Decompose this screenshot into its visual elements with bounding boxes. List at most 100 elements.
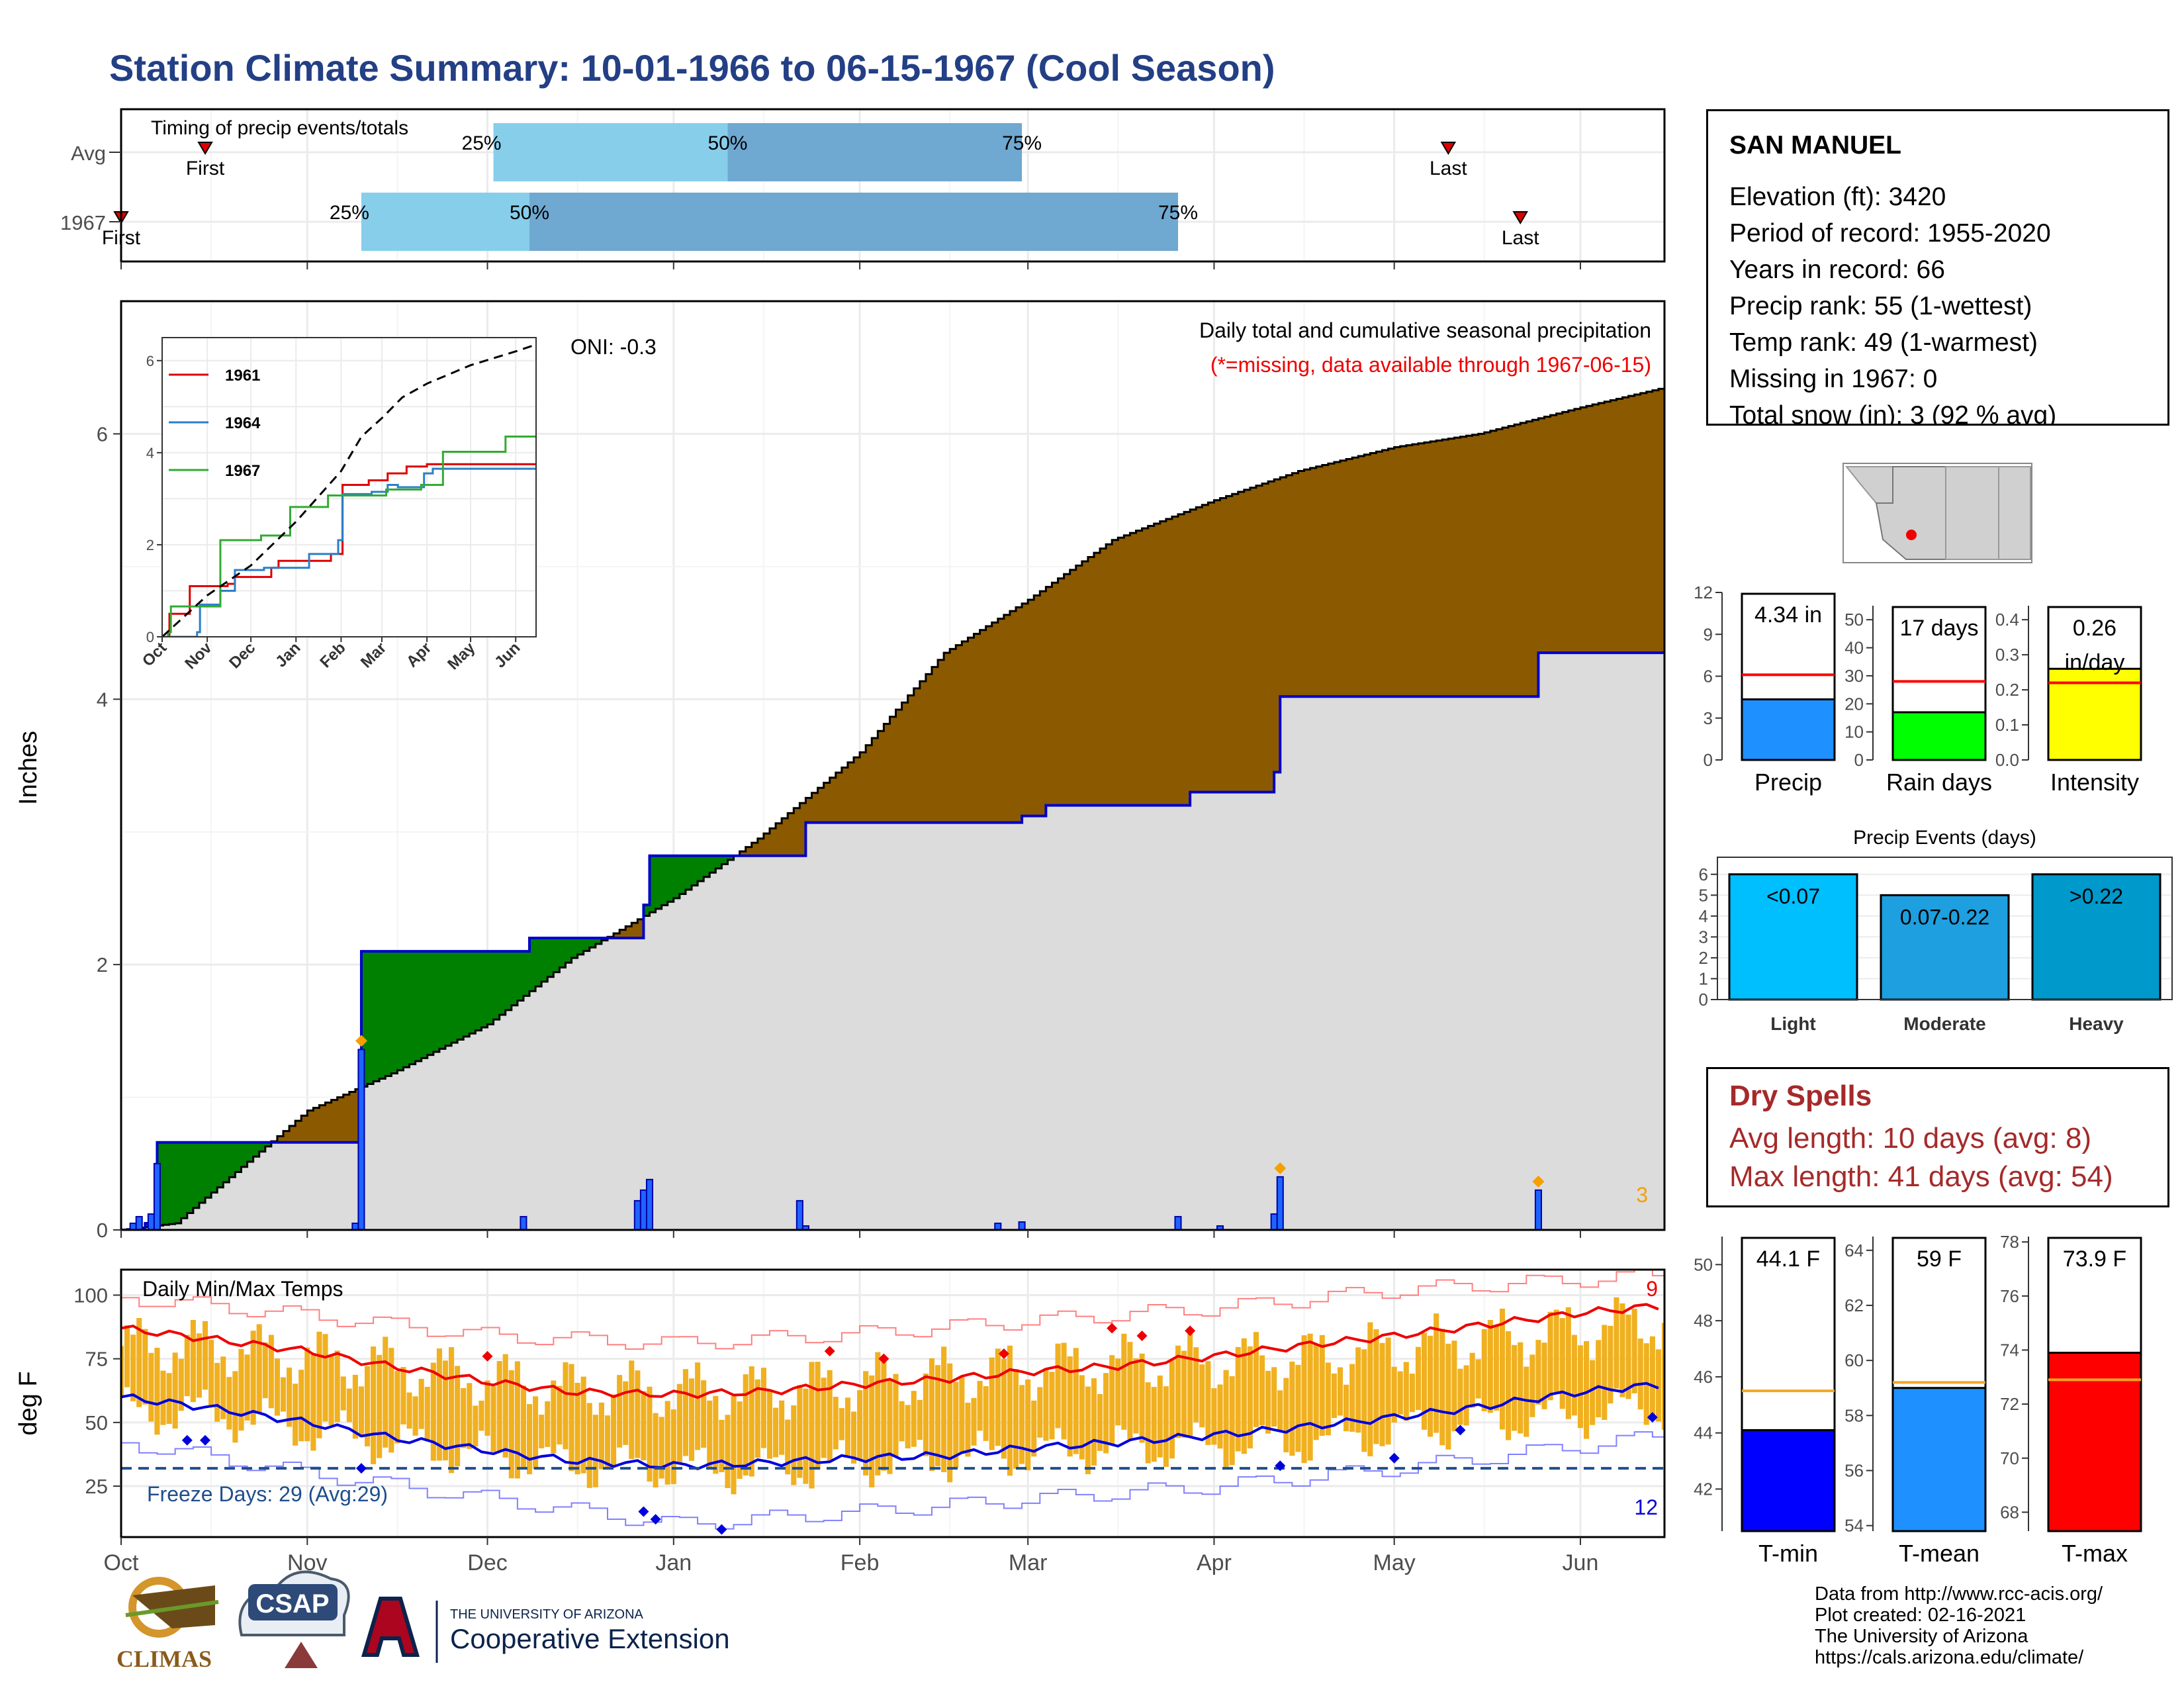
daily-temp-bar xyxy=(586,1403,592,1488)
timing-avg-q50-q75-bar xyxy=(727,123,1023,181)
daily-temp-bar xyxy=(148,1352,154,1422)
precip-summary-raindays-ytick-label: 20 xyxy=(1844,694,1864,714)
daily-temp-bar xyxy=(1349,1364,1355,1432)
dry-spells-heading: Dry Spells xyxy=(1729,1080,1872,1112)
precip-summary-raindays-ytick-label: 0 xyxy=(1854,750,1864,770)
temperature-ytick-label: 75 xyxy=(85,1348,108,1371)
record-low-marker xyxy=(200,1434,211,1446)
daily-temp-bar xyxy=(598,1402,604,1470)
precip-events-ytick-label: 1 xyxy=(1699,968,1708,988)
daily-temp-bar xyxy=(412,1396,418,1436)
precip-events-bar xyxy=(1880,894,2010,1001)
daily-temp-bar xyxy=(760,1368,766,1448)
daily-temp-bar xyxy=(1235,1346,1241,1452)
dry-spells-box: Dry Spells Avg length: 10 days (avg: 8) … xyxy=(1706,1067,2169,1207)
daily-temp-bar xyxy=(520,1385,526,1469)
daily-temp-bar xyxy=(1367,1322,1373,1457)
precip-summary-intensity-value-label: 0.26 xyxy=(2073,616,2116,641)
daily-temp-bar xyxy=(1422,1333,1428,1430)
temp-summary-tmean-ytick-label: 54 xyxy=(1844,1516,1864,1536)
timing-avg-q75-label: 75% xyxy=(1002,132,1042,154)
daily-temp-bar xyxy=(1127,1342,1133,1439)
daily-temp-bar xyxy=(827,1370,833,1462)
station-elevation: Elevation (ft): 3420 xyxy=(1729,183,1946,211)
temperature-title: Daily Min/Max Temps xyxy=(142,1277,343,1301)
daily-temp-bar xyxy=(977,1381,983,1431)
daily-temp-bar xyxy=(467,1383,473,1449)
precip-summary-intensity-xlabel: Intensity xyxy=(2050,769,2139,796)
ua-logo-line1: THE UNIVERSITY OF ARIZONA xyxy=(450,1607,644,1622)
daily-precip-bar xyxy=(129,1222,137,1230)
daily-temp-bar xyxy=(1565,1307,1571,1419)
cumulative-frame xyxy=(120,300,1666,1231)
snow-day-marker xyxy=(355,1035,367,1047)
logos: CLIMAS CSAP THE UNIVERSITY OF ARIZONACoope… xyxy=(116,1570,730,1672)
precip-summary-intensity-ytick-label: 0.3 xyxy=(1995,645,2019,665)
precip-events-ytick-label: 2 xyxy=(1699,948,1708,968)
precip-events-bar-label: 0.07-0.22 xyxy=(1900,905,1989,929)
temp-summary-tmax-value-bar xyxy=(2047,1352,2142,1532)
climas-logo-text: CLIMAS xyxy=(116,1646,212,1672)
precip-events-bar-label: >0.22 xyxy=(2070,884,2123,908)
daily-temp-bar xyxy=(1379,1342,1385,1446)
month-axis-label: Jan xyxy=(655,1550,692,1575)
daily-precip-bar xyxy=(796,1199,803,1230)
precip-summary-precip-ytick-label: 9 xyxy=(1704,624,1713,644)
daily-temp-bar xyxy=(178,1358,184,1411)
precip-events-ytick-label: 5 xyxy=(1699,885,1708,905)
daily-temp-bar xyxy=(1409,1374,1415,1413)
daily-temp-bar xyxy=(1559,1318,1565,1409)
temp-summary-tmean: 59 F 54 56 58 60 62 64 T-mean xyxy=(1844,1237,1987,1567)
station-name: SAN MANUEL xyxy=(1729,131,1901,160)
timing-1967-q25-label: 25% xyxy=(330,202,369,224)
daily-temp-bar xyxy=(989,1357,995,1450)
daily-temp-bar xyxy=(1289,1361,1295,1456)
credit-url: https://cals.arizona.edu/climate/ xyxy=(1815,1647,2084,1668)
daily-temp-bar xyxy=(1247,1346,1253,1449)
daily-temp-bar xyxy=(214,1362,220,1422)
map-state-new-mexico xyxy=(1945,466,1999,560)
daily-temp-bar xyxy=(1199,1364,1205,1428)
daily-temp-bar xyxy=(473,1405,478,1447)
daily-temp-bar xyxy=(1043,1368,1049,1441)
timing-avg-last-label: Last xyxy=(1430,158,1467,179)
precip-summary-intensity-ytick-label: 0.1 xyxy=(1995,715,2019,735)
temperature-plot-area xyxy=(121,1270,1664,1535)
daily-temp-bar xyxy=(701,1380,707,1448)
precip-summary-raindays: 17 days 0 10 20 30 40 50 Rain days xyxy=(1844,606,1992,796)
daily-temp-bar xyxy=(383,1336,388,1448)
daily-temp-bar xyxy=(551,1380,557,1454)
temperature-frame xyxy=(120,1268,1666,1538)
cumulative-ytick-label: 4 xyxy=(97,688,108,711)
daily-temp-bar xyxy=(1163,1386,1169,1467)
daily-precip-bar xyxy=(633,1199,641,1230)
cumulative-plot-area xyxy=(121,387,1664,1230)
temp-summary-tmax: 73.9 F 68 70 72 74 76 78 T-max xyxy=(2000,1232,2142,1567)
daily-temp-bar xyxy=(340,1376,346,1411)
daily-temp-bar xyxy=(1145,1382,1151,1464)
daily-temp-bar xyxy=(172,1352,178,1429)
daily-temp-bar xyxy=(1415,1346,1422,1411)
timing-avg-q25-q50-bar xyxy=(493,123,728,181)
daily-temp-bar xyxy=(911,1391,917,1447)
daily-temp-bar xyxy=(779,1400,785,1455)
daily-temp-bar xyxy=(1019,1385,1025,1464)
precip-summary-raindays-xlabel: Rain days xyxy=(1886,769,1992,796)
record-low-marker xyxy=(1647,1412,1658,1423)
daily-temp-bar xyxy=(773,1407,779,1458)
daily-temp-bar xyxy=(316,1331,322,1438)
daily-temp-bar xyxy=(670,1409,676,1484)
daily-temp-bar xyxy=(232,1371,238,1443)
daily-temp-bar xyxy=(797,1385,803,1478)
inset-ytick-label: 0 xyxy=(146,629,154,645)
daily-temp-bar xyxy=(1193,1347,1199,1423)
daily-temp-bar xyxy=(965,1403,971,1457)
temp-summary-tmin-value-label: 44.1 F xyxy=(1756,1246,1820,1272)
daily-temp-bar xyxy=(809,1362,815,1489)
precip-summary-intensity-ytick-label: 0.0 xyxy=(1995,750,2019,770)
daily-temp-bar xyxy=(328,1355,334,1426)
daily-temp-bar xyxy=(850,1411,857,1464)
daily-temp-bar xyxy=(238,1348,244,1431)
timing-avg-first-marker xyxy=(197,142,213,155)
